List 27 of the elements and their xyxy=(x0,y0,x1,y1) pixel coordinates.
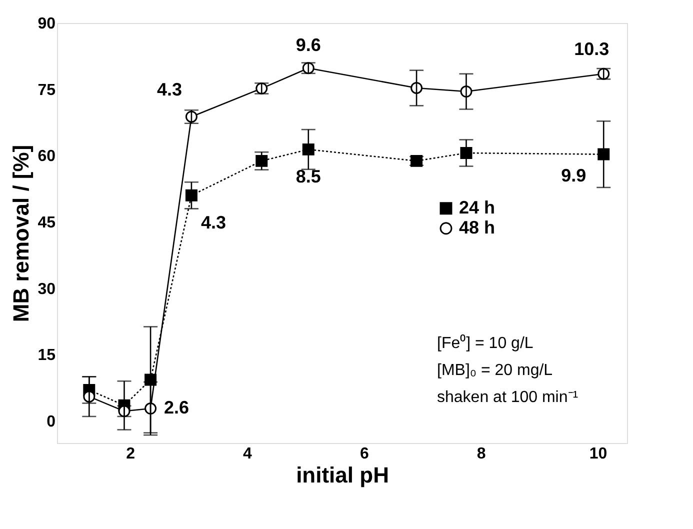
point xyxy=(185,189,198,202)
annotation: [Fe⁰] = 10 g/L xyxy=(437,334,534,352)
annotation: shaken at 100 min⁻¹ xyxy=(437,389,578,406)
y-tick-label: 15 xyxy=(38,347,56,364)
y-axis-title: MB removal / [%] xyxy=(8,144,34,322)
x-tick-label: 4 xyxy=(243,446,252,462)
legend-label: 24 h xyxy=(459,197,496,218)
x-tick-label: 6 xyxy=(360,446,369,462)
y-tick-label: 0 xyxy=(46,413,56,430)
x-tick-label: 2 xyxy=(126,446,136,462)
annotation: 4.3 xyxy=(200,212,226,232)
x-tick-label: 8 xyxy=(476,446,486,462)
annotation: 8.5 xyxy=(296,166,321,186)
legend-label: 48 h xyxy=(459,217,496,238)
y-tick-label: 90 xyxy=(38,16,56,32)
annotation: 9.6 xyxy=(296,35,321,56)
annotation: [MB]₀ = 20 mg/L xyxy=(437,362,553,379)
annotation: 10.3 xyxy=(574,38,610,59)
y-tick-label: 45 xyxy=(38,214,56,232)
x-axis-title: initial pH xyxy=(296,462,389,488)
x-tick-label: 10 xyxy=(589,446,608,462)
annotation: 4.3 xyxy=(156,80,182,100)
annotation: 9.9 xyxy=(561,165,586,186)
y-tick-label: 30 xyxy=(38,280,56,298)
y-tick-label: 60 xyxy=(38,148,56,166)
annotation: 2.6 xyxy=(164,398,190,418)
y-tick-label: 75 xyxy=(38,82,56,99)
